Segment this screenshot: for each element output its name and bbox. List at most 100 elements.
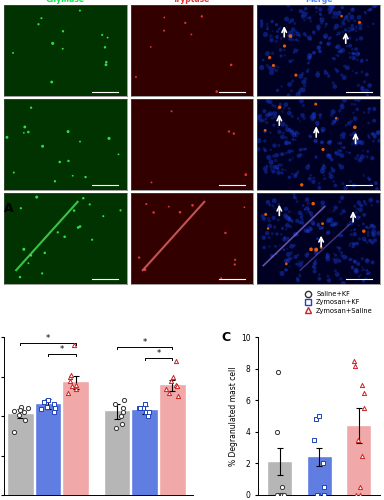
Point (366, 224, 372, 232)
Point (359, 380, 365, 388)
Point (298, 150, 304, 158)
Point (336, 30, 342, 38)
Point (283, 260, 290, 268)
Point (257, 112, 263, 120)
Point (370, 137, 376, 145)
Point (371, 231, 377, 239)
Point (277, 242, 283, 250)
Point (290, 77, 296, 85)
Point (298, 97, 305, 105)
Point (327, 218, 333, 226)
Point (371, 228, 377, 235)
Bar (160, 386, 185, 495)
Point (268, 158, 274, 166)
Point (278, 230, 284, 238)
Point (267, 110, 273, 118)
Point (274, 20, 280, 28)
Point (338, 132, 344, 140)
Point (337, 46, 343, 54)
Point (280, 150, 286, 158)
Point (343, 148, 349, 156)
Point (354, 205, 360, 213)
Point (276, 168, 282, 176)
Point (261, 234, 267, 241)
Point (357, 138, 363, 146)
Point (314, 491, 321, 499)
Point (304, 252, 310, 260)
Point (346, 10, 352, 18)
Point (341, 130, 347, 138)
Point (261, 215, 267, 223)
Point (347, 54, 353, 62)
Point (305, 227, 311, 235)
Text: A: A (4, 202, 13, 215)
Point (349, 13, 355, 21)
Point (307, 54, 313, 62)
Point (295, 230, 301, 238)
Point (102, 44, 108, 52)
Point (256, 136, 262, 144)
Point (353, 96, 359, 104)
Point (268, 166, 274, 173)
Point (338, 275, 344, 283)
Point (359, 57, 365, 65)
Point (358, 271, 364, 279)
Point (353, 268, 359, 276)
Point (283, 166, 289, 174)
Point (299, 212, 305, 220)
Point (356, 222, 362, 230)
Point (142, 400, 148, 408)
Point (273, 242, 279, 250)
Point (338, 144, 344, 152)
Point (69, 382, 75, 390)
Point (374, 184, 380, 192)
Point (283, 205, 289, 213)
Point (300, 112, 306, 120)
Point (146, 408, 152, 416)
Point (339, 252, 345, 260)
Point (325, 228, 331, 236)
Point (67, 376, 73, 384)
Point (288, 128, 294, 136)
Point (326, 152, 332, 160)
Bar (63, 382, 88, 495)
Point (301, 8, 307, 16)
Point (339, 100, 345, 108)
Point (353, 266, 359, 274)
Point (261, 145, 267, 153)
Point (264, 22, 270, 30)
Point (121, 396, 127, 404)
Point (365, 148, 371, 156)
Point (319, 164, 325, 172)
Point (306, 52, 313, 60)
Point (316, 44, 322, 52)
Point (351, 182, 357, 190)
Point (371, 116, 377, 124)
Point (366, 108, 372, 116)
Point (349, 264, 356, 272)
Point (366, 6, 372, 14)
Point (300, 202, 306, 209)
Point (289, 216, 295, 224)
Point (325, 255, 331, 263)
Point (347, 240, 353, 248)
Point (316, 270, 323, 278)
Point (351, 138, 357, 145)
Point (290, 30, 296, 38)
Point (265, 97, 271, 105)
Point (331, 222, 338, 230)
Point (356, 198, 362, 206)
Point (161, 26, 167, 34)
Point (25, 260, 31, 268)
Point (305, 200, 311, 207)
Title: Chymase: Chymase (46, 0, 85, 4)
Point (343, 36, 349, 44)
Point (83, 173, 89, 181)
Point (334, 270, 340, 278)
Point (334, 244, 341, 252)
Point (371, 131, 377, 139)
Point (287, 34, 293, 42)
Point (285, 250, 291, 258)
Point (359, 266, 366, 274)
Point (317, 48, 323, 56)
